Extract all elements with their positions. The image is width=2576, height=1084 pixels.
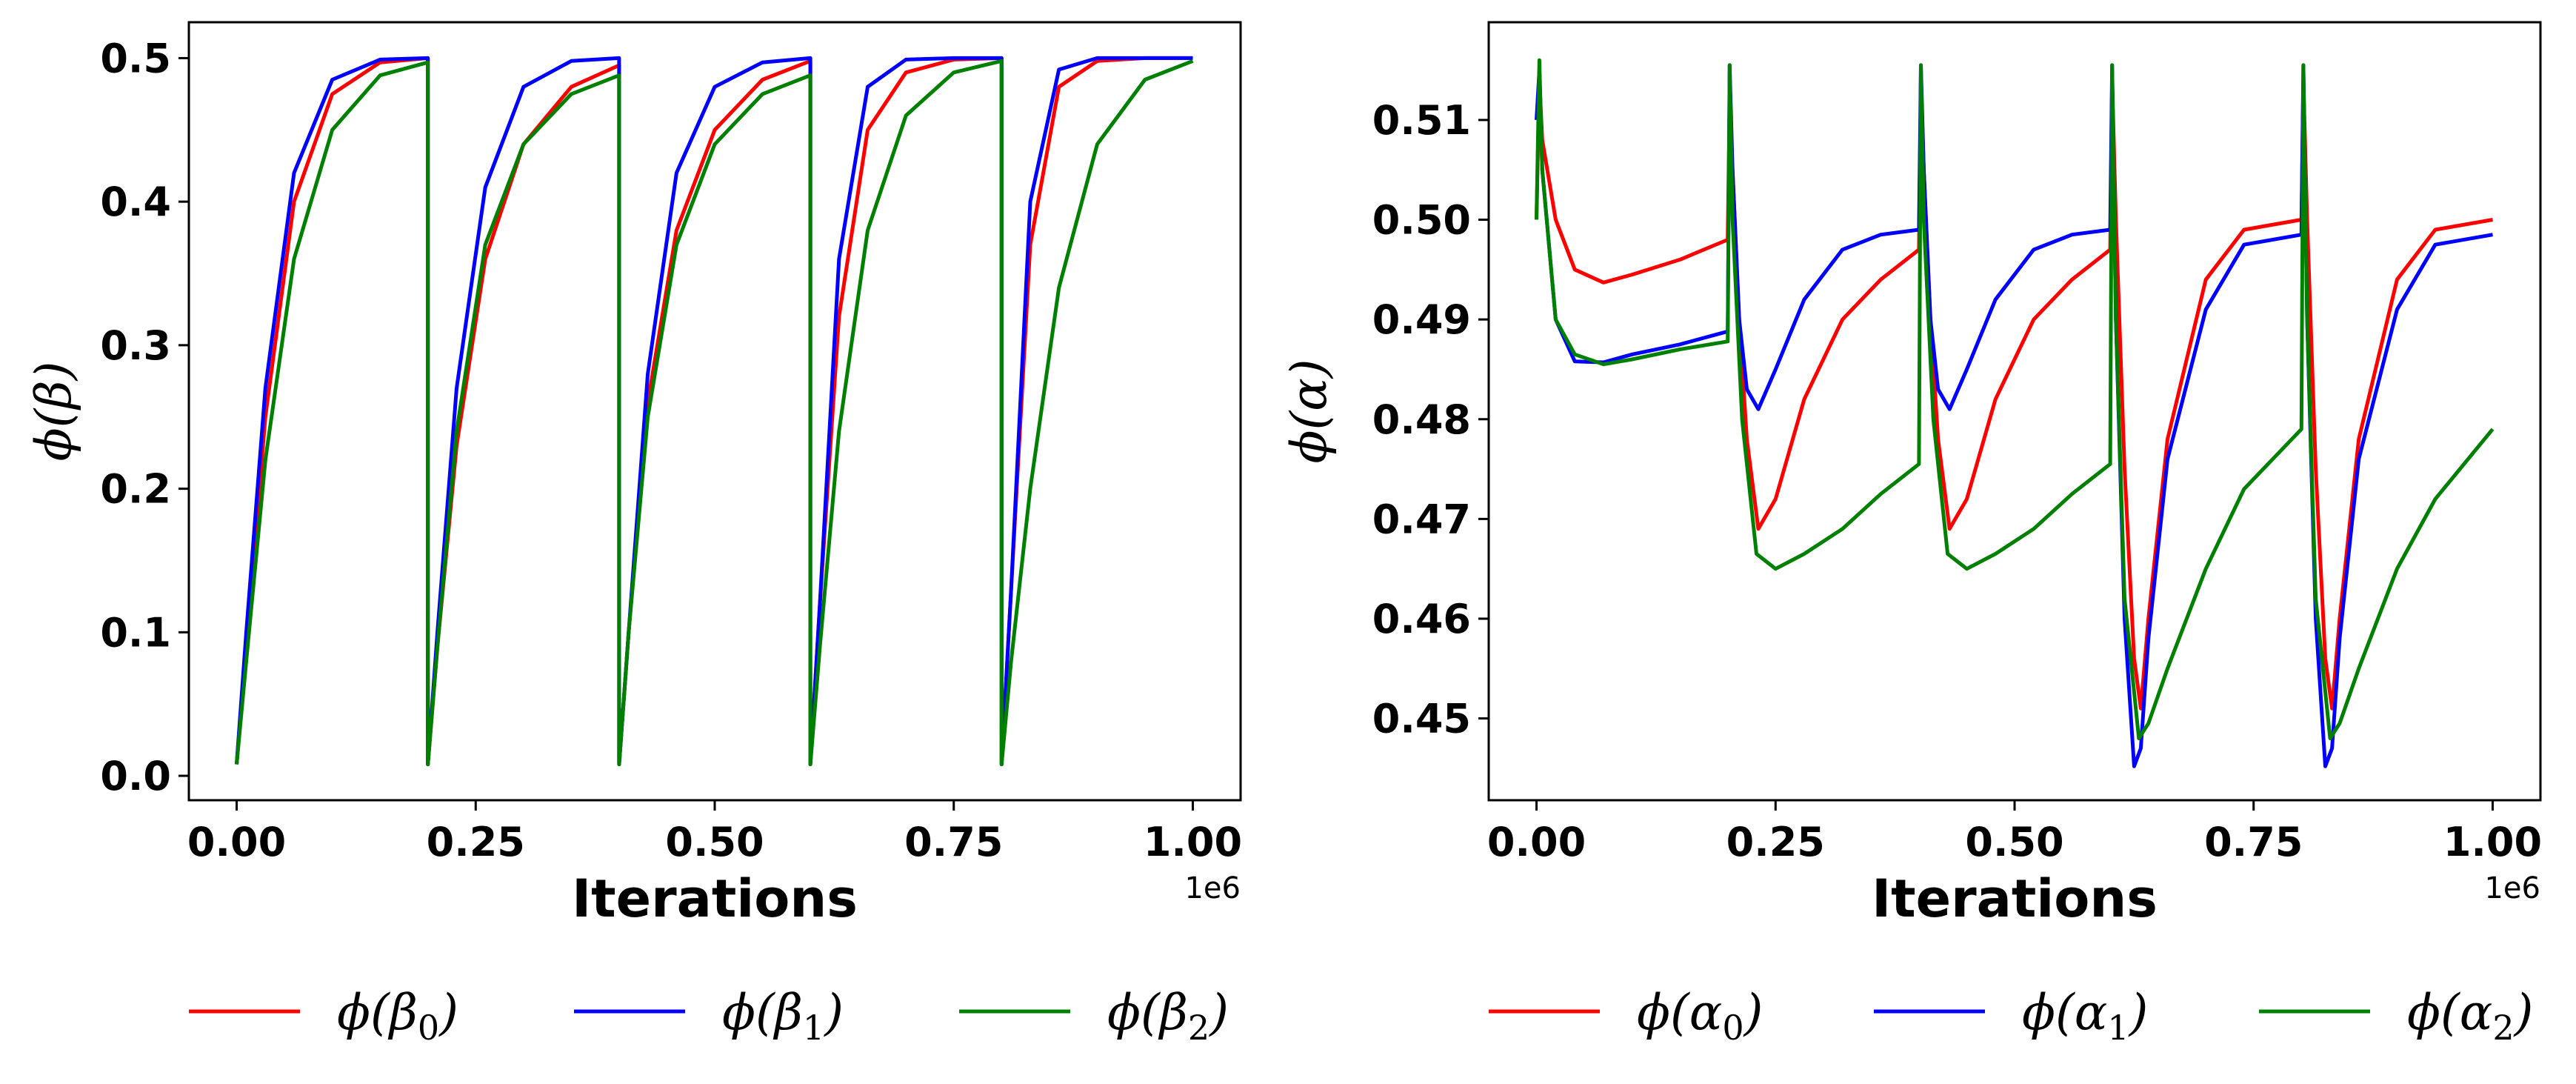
beta-x-axis-title: Iterations	[572, 868, 858, 929]
beta-plot-frame	[187, 21, 1242, 802]
beta-legend-label-0: ϕ(β0)	[337, 984, 458, 1048]
alpha-legend-label-1: ϕ(α1)	[2022, 984, 2148, 1048]
beta-x-tick-label: 0.75	[904, 819, 1003, 865]
alpha-y-tick-label: 0.46	[1372, 596, 1471, 642]
alpha-y-tick-label: 0.51	[1372, 97, 1471, 144]
beta-y-tick-label: 0.5	[100, 35, 171, 82]
beta-legend-label-1: ϕ(β1)	[722, 984, 844, 1048]
beta-panel-series	[235, 56, 1194, 767]
alpha-y-tick-label: 0.48	[1372, 396, 1471, 443]
alpha-series-line-2	[1535, 58, 2495, 740]
beta-series-line-1	[235, 56, 1193, 767]
alpha-legend: ϕ(α0) ϕ(α1) ϕ(α2)	[1489, 984, 2533, 1048]
beta-y-tick-label: 0.3	[100, 322, 171, 369]
beta-y-tick-label: 0.2	[100, 466, 171, 513]
alpha-x-tick-label: 1.00	[2443, 819, 2542, 865]
beta-legend-label-2: ϕ(β2)	[1107, 984, 1229, 1048]
alpha-y-tick-label: 0.49	[1372, 296, 1471, 343]
beta-x-tick-label: 1.00	[1144, 819, 1242, 865]
alpha-x-tick-label: 0.00	[1487, 819, 1586, 865]
alpha-x-tick-label: 0.75	[2204, 819, 2303, 865]
beta-series-line-2	[235, 59, 1194, 767]
beta-x-tick-label: 0.00	[187, 819, 286, 865]
alpha-x-tick-label: 0.50	[1965, 819, 2063, 865]
alpha-y-tick-label: 0.50	[1372, 197, 1471, 244]
alpha-x-axis-title: Iterations	[1872, 868, 2158, 929]
alpha-x-offset-label: 1e6	[2484, 871, 2540, 905]
beta-y-tick-label: 0.1	[100, 609, 171, 656]
beta-y-tick-label: 0.0	[100, 753, 171, 799]
alpha-panel-ticks: 0.00 0.25 0.50 0.75 1.00 0.45 0.46 0.47 0.48 0.49…	[1372, 97, 2542, 865]
beta-panel: 0.00 0.25 0.50 0.75 1.00 0.0 0.1 0.2 0.3 0.4 0.5 I…	[25, 21, 1242, 1048]
beta-x-offset-label: 1e6	[1184, 871, 1241, 905]
alpha-x-tick-label: 0.25	[1726, 819, 1825, 865]
alpha-legend-label-2: ϕ(α2)	[2407, 984, 2533, 1048]
alpha-y-axis-title: ϕ(α)	[1281, 359, 1338, 463]
alpha-y-tick-label: 0.45	[1372, 696, 1471, 742]
alpha-legend-label-0: ϕ(α0)	[1637, 984, 1763, 1048]
beta-y-axis-title: ϕ(β)	[25, 362, 82, 462]
alpha-plot-frame	[1487, 21, 2542, 802]
beta-y-tick-label: 0.4	[100, 179, 171, 225]
alpha-y-tick-label: 0.47	[1372, 496, 1471, 542]
alpha-panel: 0.00 0.25 0.50 0.75 1.00 0.45 0.46 0.47 0.48 0.49…	[1281, 21, 2542, 1048]
beta-x-tick-label: 0.25	[427, 819, 525, 865]
beta-panel-ticks: 0.00 0.25 0.50 0.75 1.00 0.0 0.1 0.2 0.3 0.4 0.5	[100, 35, 1242, 865]
beta-x-tick-label: 0.50	[665, 819, 764, 865]
beta-legend: ϕ(β0) ϕ(β1) ϕ(β2)	[189, 984, 1229, 1048]
alpha-panel-series	[1535, 58, 2495, 768]
